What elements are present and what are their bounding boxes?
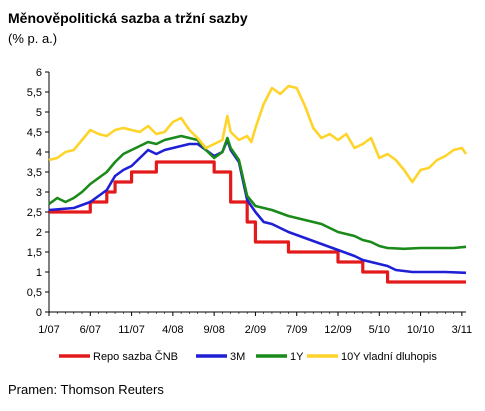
x-tick-label: 2/09 xyxy=(245,324,266,336)
legend: Repo sazba ČNB 3M 1Y 10Y vladní dluhopis xyxy=(59,350,437,363)
y-tick-label: 2 xyxy=(36,227,42,239)
x-tick-label: 11/07 xyxy=(118,324,145,336)
axes: 0 0,5 1 1,5 2 2,5 3 3,5 4 4,5 5 5,5 6 1/07 6/07 11/07 4/… xyxy=(27,67,472,336)
legend-label: 10Y vladní dluhopis xyxy=(341,351,437,363)
x-tick-label: 1/07 xyxy=(38,324,59,336)
y-tick-label: 1 xyxy=(36,267,42,279)
x-tick-label: 10/10 xyxy=(407,324,435,336)
y-tick-label: 1,5 xyxy=(27,247,42,259)
series-layer xyxy=(48,84,468,284)
y-tick-label: 0 xyxy=(36,307,42,319)
chart-title: Měnověpolitická sazba a tržní sazby xyxy=(8,10,248,26)
y-tick-label: 3 xyxy=(36,187,42,199)
y-tick-label: 4,5 xyxy=(27,127,42,139)
series-line-2 xyxy=(48,134,467,251)
source-note: Pramen: Thomson Reuters xyxy=(8,382,164,397)
x-tick-label: 6/07 xyxy=(80,324,101,336)
y-tick-label: 2,5 xyxy=(27,207,42,219)
legend-label: 3M xyxy=(230,351,245,363)
x-tick-label: 9/08 xyxy=(203,324,224,336)
legend-label: 1Y xyxy=(290,351,304,363)
x-tick-label: 4/08 xyxy=(162,324,183,336)
legend-label: Repo sazba ČNB xyxy=(93,350,178,363)
y-tick-label: 6 xyxy=(36,67,42,79)
chart-unit: (% p. a.) xyxy=(8,31,58,46)
y-tick-label: 4 xyxy=(36,147,42,159)
y-tick-label: 5,5 xyxy=(27,87,42,99)
x-tick-label: 12/09 xyxy=(324,324,352,336)
x-tick-label: 3/11 xyxy=(452,324,473,336)
y-tick-label: 5 xyxy=(36,107,42,119)
y-tick-label: 3,5 xyxy=(27,167,42,179)
series-line-0 xyxy=(49,160,466,284)
x-tick-label: 7/09 xyxy=(286,324,307,336)
x-tick-label: 5/10 xyxy=(369,324,390,336)
y-tick-label: 0,5 xyxy=(27,287,42,299)
series-line-3 xyxy=(48,84,468,184)
